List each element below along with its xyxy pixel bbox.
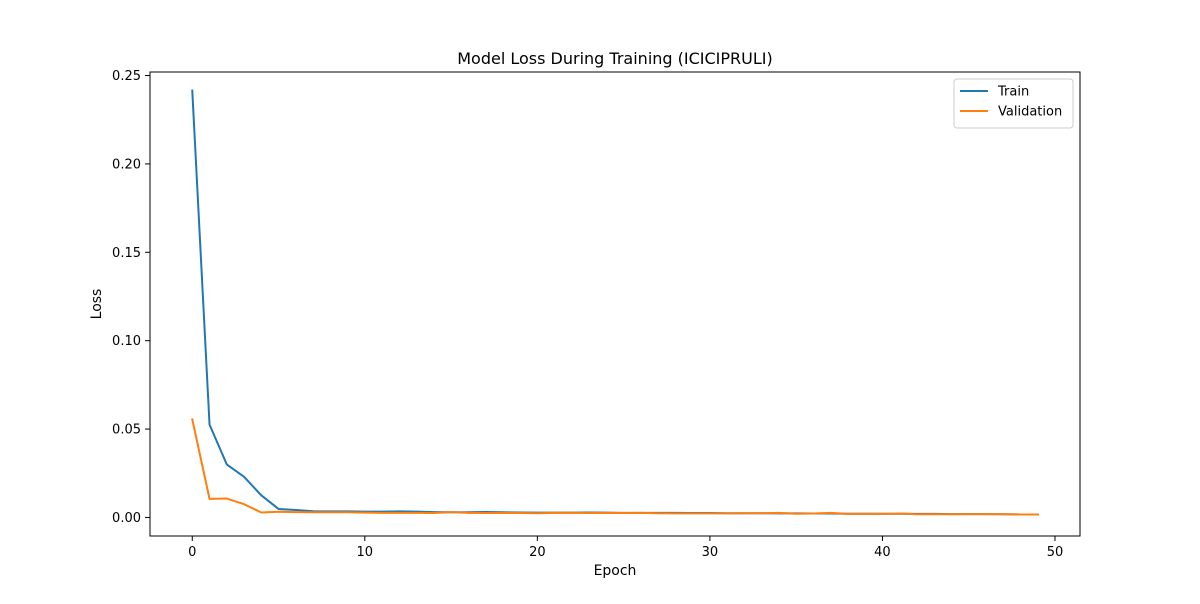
y-tick-label: 0.05 [112,423,141,438]
legend: Train Validation [953,78,1074,129]
legend-label-validation: Validation [998,105,1062,120]
legend-label-train: Train [997,85,1029,100]
x-axis-ticks: 0 10 20 30 40 50 [188,536,1063,560]
x-tick-label: 50 [1047,545,1064,560]
y-tick-label: 0.20 [112,157,141,172]
y-axis-label: Loss [89,289,105,320]
x-tick-label: 40 [874,545,891,560]
series-lines [191,89,1039,516]
y-tick-label: 0.15 [112,246,141,261]
y-axis-ticks: 0.00 0.05 0.10 0.15 0.20 0.25 [112,69,150,526]
y-tick-label: 0.10 [112,334,141,349]
series-line-validation [191,418,1039,516]
y-tick-label: 0.25 [112,69,141,84]
x-axis-label: Epoch [594,563,637,579]
x-tick-label: 30 [702,545,719,560]
x-tick-label: 20 [529,545,546,560]
series-line-train [191,89,1039,516]
plot-frame [149,71,1081,537]
x-tick-label: 10 [357,545,374,560]
chart-title: Model Loss During Training (ICICIPRULI) [457,49,772,68]
y-tick-label: 0.00 [112,511,141,526]
x-tick-label: 0 [188,545,196,560]
